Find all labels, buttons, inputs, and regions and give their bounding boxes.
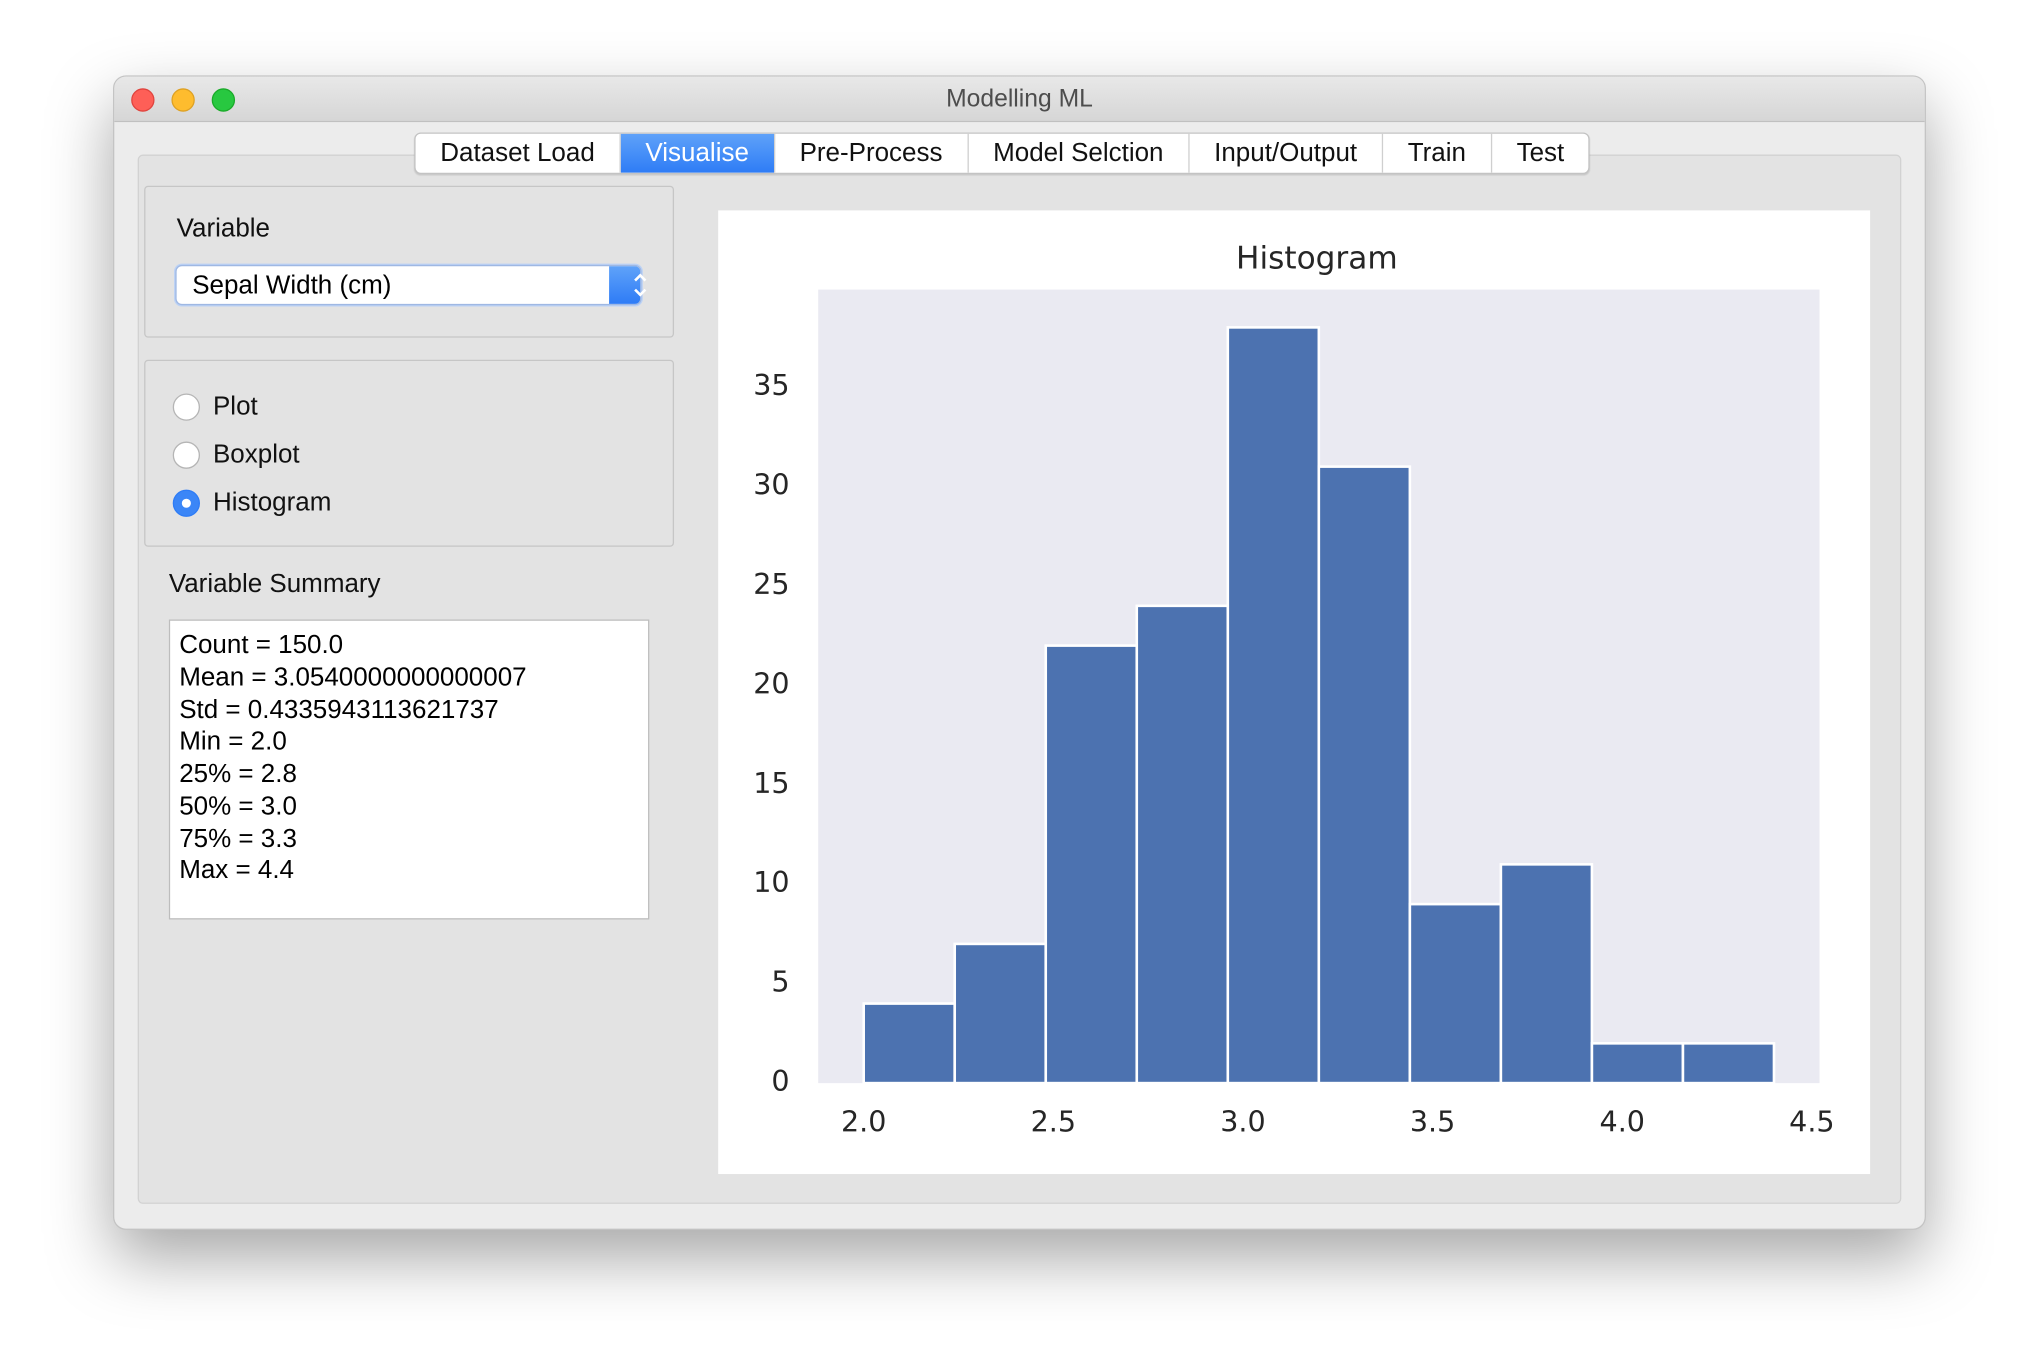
- summary-line: Mean = 3.0540000000000007: [179, 663, 527, 693]
- bar: [953, 942, 1048, 1085]
- y-tick-label: 15: [753, 766, 789, 800]
- x-tick-label: 2.0: [841, 1104, 886, 1138]
- y-tick-label: 20: [753, 666, 789, 700]
- select-value: Sepal Width (cm): [192, 271, 392, 300]
- summary-line: Max = 4.4: [179, 855, 295, 885]
- tab[interactable]: Train: [1381, 133, 1491, 173]
- bar: [1226, 326, 1321, 1085]
- variable-select[interactable]: Sepal Width (cm): [175, 264, 647, 306]
- bar: [1408, 902, 1503, 1085]
- select-arrows: [609, 266, 647, 304]
- tab-pane: Variable Sepal Width (cm) Plot Boxplot H…: [137, 154, 1902, 1204]
- tab[interactable]: Pre-Process: [773, 133, 968, 173]
- summary-line: Std = 0.4335943113621737: [179, 696, 499, 725]
- bar: [1135, 604, 1230, 1085]
- radio-boxplot[interactable]: [172, 441, 200, 469]
- variable-label: Variable: [176, 214, 271, 243]
- bar: [862, 1002, 957, 1085]
- y-tick-label: 5: [771, 965, 789, 999]
- tab-selected[interactable]: Visualise: [619, 133, 774, 173]
- y-tick-label: 35: [753, 368, 789, 402]
- radio-label: Histogram: [212, 488, 332, 517]
- y-tick-label: 10: [753, 865, 789, 899]
- summary-label: Variable Summary: [168, 570, 381, 599]
- summary-line: 75% = 3.3: [179, 824, 297, 854]
- summary-line: 25% = 2.8: [179, 759, 297, 789]
- y-tick-label: 30: [753, 467, 789, 501]
- arrows-icon: [634, 273, 647, 297]
- close-button[interactable]: [131, 88, 155, 112]
- radio-label: Plot: [212, 392, 258, 421]
- y-tick-label: 0: [771, 1064, 789, 1098]
- minimize-button[interactable]: [171, 88, 195, 112]
- radio-histogram[interactable]: [172, 489, 200, 517]
- chart: Histogram 0 5 10 15 20 25 30 35 2.0 2.5 3.0 3.5 4.0 4…: [753, 241, 1834, 1139]
- chart-title: Histogram: [1236, 241, 1398, 277]
- chart-canvas: Histogram 0 5 10 15 20 25 30 35 2.0 2.5 3.0 3.5 4.0 4…: [718, 210, 1871, 1175]
- plot-type-group: Plot Boxplot Histogram: [144, 359, 675, 547]
- tab[interactable]: Input/Output: [1188, 133, 1382, 173]
- y-tick-label: 25: [753, 567, 789, 601]
- summary-box: Count = 150.0 Mean = 3.0540000000000007 …: [168, 619, 650, 920]
- radio-plot[interactable]: [172, 393, 200, 421]
- window: Modelling ML Variable Sepal Width (cm) P…: [112, 75, 1926, 1230]
- x-tick-label: 4.0: [1600, 1104, 1645, 1138]
- bar: [1499, 863, 1594, 1085]
- window-title: Modelling ML: [946, 85, 1093, 113]
- x-tick-label: 3.5: [1410, 1104, 1455, 1138]
- tab[interactable]: Model Selction: [967, 133, 1188, 173]
- x-tick-label: 3.0: [1220, 1104, 1265, 1138]
- bar: [1590, 1042, 1685, 1085]
- variable-group: Variable Sepal Width (cm): [144, 185, 675, 338]
- summary-line: 50% = 3.0: [179, 792, 297, 821]
- summary-line: Min = 2.0: [179, 727, 287, 756]
- x-tick-label: 2.5: [1031, 1104, 1076, 1138]
- radio-label: Boxplot: [212, 440, 300, 469]
- tab[interactable]: Test: [1490, 133, 1589, 173]
- bar: [1681, 1042, 1776, 1085]
- summary-line: Count = 150.0: [179, 631, 344, 660]
- zoom-button[interactable]: [211, 88, 236, 112]
- tab-bar: Dataset Load Visualise Pre-Process Model…: [414, 132, 1591, 175]
- bar: [1044, 644, 1139, 1085]
- tab[interactable]: Dataset Load: [440, 138, 595, 168]
- bar: [1317, 465, 1412, 1085]
- x-tick-label: 4.5: [1789, 1104, 1834, 1138]
- arrows: [634, 273, 647, 297]
- title-bar: Modelling ML: [114, 76, 1925, 123]
